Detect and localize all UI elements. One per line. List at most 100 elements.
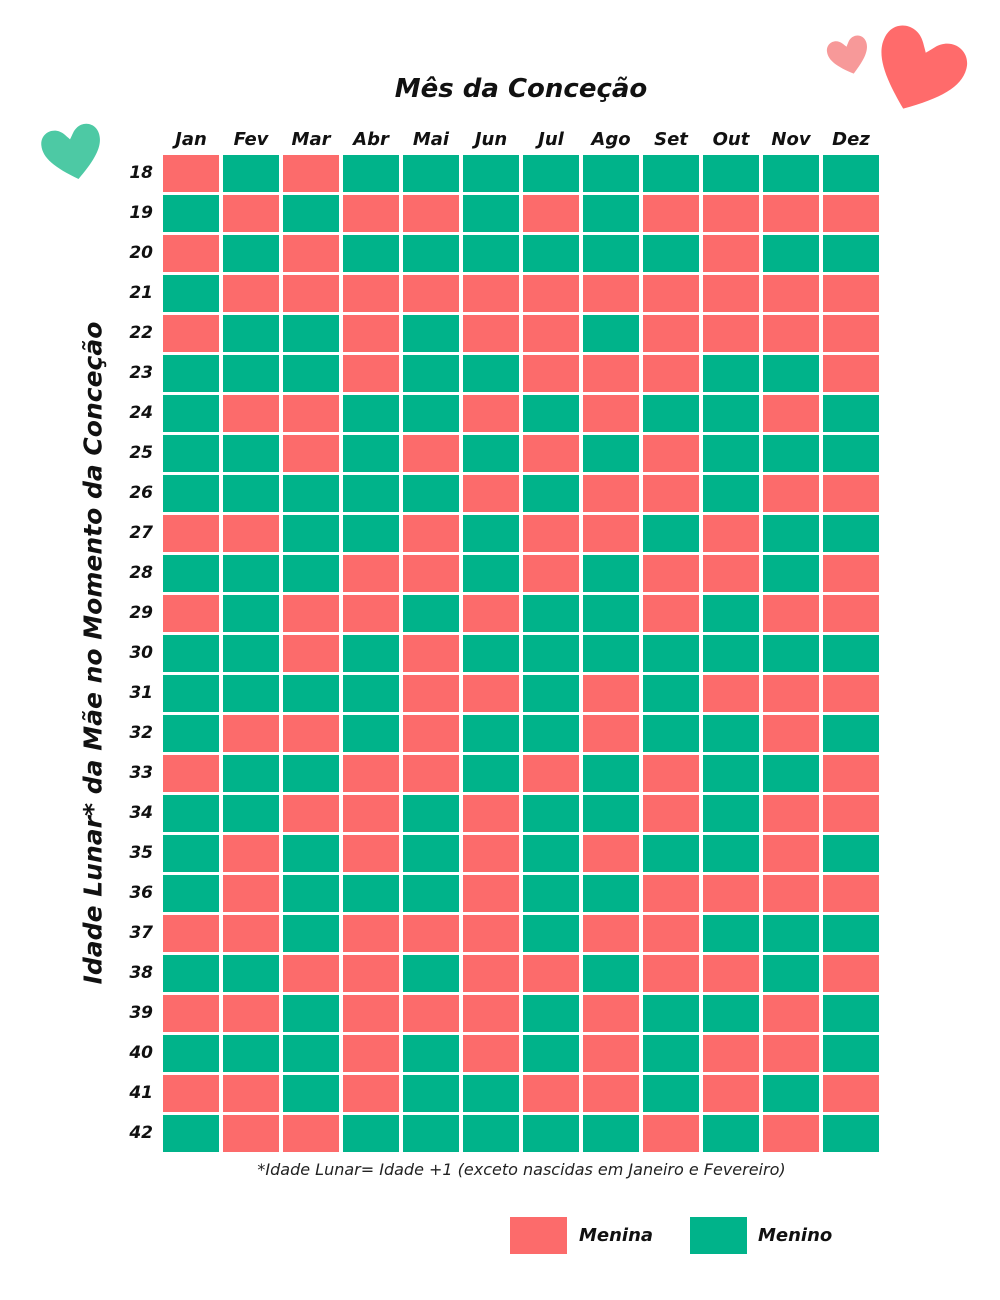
row-header-30: 30 — [129, 643, 153, 663]
chart-cell-36-set — [643, 875, 699, 912]
chart-cell-25-ago — [583, 435, 639, 472]
chart-cell-41-out — [703, 1075, 759, 1112]
chart-cell-31-jun — [463, 675, 519, 712]
column-header-dez: Dez — [832, 129, 870, 150]
chart-cell-40-abr — [343, 1035, 399, 1072]
chart-cell-33-abr — [343, 755, 399, 792]
row-header-24: 24 — [129, 403, 153, 423]
chart-cell-37-jan — [163, 915, 219, 952]
chart-cell-29-jul — [523, 595, 579, 632]
chart-cell-37-jul — [523, 915, 579, 952]
chart-cell-20-mar — [283, 235, 339, 272]
chart-cell-29-ago — [583, 595, 639, 632]
chart-cell-28-set — [643, 555, 699, 592]
chart-cell-22-jan — [163, 315, 219, 352]
chart-cell-19-nov — [763, 195, 819, 232]
chart-cell-31-dez — [823, 675, 879, 712]
chart-cell-27-jun — [463, 515, 519, 552]
column-header-fev: Fev — [233, 129, 269, 150]
chart-cell-24-dez — [823, 395, 879, 432]
chart-cell-18-nov — [763, 155, 819, 192]
chart-cell-34-mai — [403, 795, 459, 832]
column-header-jul: Jul — [538, 129, 564, 150]
chart-cell-23-mai — [403, 355, 459, 392]
chart-cell-24-ago — [583, 395, 639, 432]
chart-cell-20-set — [643, 235, 699, 272]
chart-cell-20-fev — [223, 235, 279, 272]
legend-swatch-menino — [690, 1217, 747, 1254]
chart-cell-21-abr — [343, 275, 399, 312]
chart-cell-41-nov — [763, 1075, 819, 1112]
chart-cell-40-mai — [403, 1035, 459, 1072]
chart-cell-19-abr — [343, 195, 399, 232]
chart-cell-38-jun — [463, 955, 519, 992]
row-header-22: 22 — [129, 323, 153, 343]
chart-cell-20-ago — [583, 235, 639, 272]
chart-cell-35-dez — [823, 835, 879, 872]
footnote: *Idade Lunar= Idade +1 (exceto nascidas … — [257, 1160, 786, 1179]
row-header-20: 20 — [129, 243, 153, 263]
chart-cell-23-jan — [163, 355, 219, 392]
chart-cell-21-set — [643, 275, 699, 312]
chart-cell-40-dez — [823, 1035, 879, 1072]
chart-cell-42-jan — [163, 1115, 219, 1152]
chart-cell-21-nov — [763, 275, 819, 312]
chart-cell-42-out — [703, 1115, 759, 1152]
chart-cell-23-out — [703, 355, 759, 392]
chart-cell-23-ago — [583, 355, 639, 392]
chart-cell-18-out — [703, 155, 759, 192]
chart-cell-25-jun — [463, 435, 519, 472]
chart-cell-32-fev — [223, 715, 279, 752]
chart-cell-42-ago — [583, 1115, 639, 1152]
chart-cell-38-jul — [523, 955, 579, 992]
chart-cell-26-mai — [403, 475, 459, 512]
chart-cell-20-mai — [403, 235, 459, 272]
chart-cell-41-mar — [283, 1075, 339, 1112]
chart-cell-28-jul — [523, 555, 579, 592]
chart-cell-36-dez — [823, 875, 879, 912]
chart-cell-34-set — [643, 795, 699, 832]
chart-cell-41-abr — [343, 1075, 399, 1112]
chart-cell-41-jan — [163, 1075, 219, 1112]
chart-cell-22-nov — [763, 315, 819, 352]
chart-cell-35-fev — [223, 835, 279, 872]
chart-cell-21-jan — [163, 275, 219, 312]
chart-cell-21-fev — [223, 275, 279, 312]
chart-cell-41-jun — [463, 1075, 519, 1112]
chart-cell-33-out — [703, 755, 759, 792]
chart-cell-27-mar — [283, 515, 339, 552]
chart-cell-35-mar — [283, 835, 339, 872]
chart-cell-22-jul — [523, 315, 579, 352]
chart-cell-27-abr — [343, 515, 399, 552]
chart-cell-39-fev — [223, 995, 279, 1032]
chart-cell-34-mar — [283, 795, 339, 832]
chart-cell-18-fev — [223, 155, 279, 192]
row-header-35: 35 — [129, 843, 153, 863]
chart-title: Mês da Conceção — [394, 74, 648, 104]
chart-cell-28-abr — [343, 555, 399, 592]
chart-cell-33-mai — [403, 755, 459, 792]
chart-cell-27-out — [703, 515, 759, 552]
chart-cell-22-jun — [463, 315, 519, 352]
chart-cell-39-jan — [163, 995, 219, 1032]
chart-cell-41-dez — [823, 1075, 879, 1112]
chart-cell-32-nov — [763, 715, 819, 752]
chart-cell-29-jan — [163, 595, 219, 632]
chart-cell-18-jun — [463, 155, 519, 192]
chart-cell-25-dez — [823, 435, 879, 472]
chart-cell-38-ago — [583, 955, 639, 992]
row-header-42: 42 — [129, 1123, 153, 1143]
chart-cell-24-mar — [283, 395, 339, 432]
chart-cell-27-mai — [403, 515, 459, 552]
chart-cell-37-jun — [463, 915, 519, 952]
chart-cell-38-mai — [403, 955, 459, 992]
chart-cell-31-ago — [583, 675, 639, 712]
chart-cell-21-ago — [583, 275, 639, 312]
chart-cell-30-mai — [403, 635, 459, 672]
chart-cell-39-jul — [523, 995, 579, 1032]
chart-cell-27-fev — [223, 515, 279, 552]
chart-cell-33-nov — [763, 755, 819, 792]
chart-cell-24-out — [703, 395, 759, 432]
chart-cell-40-nov — [763, 1035, 819, 1072]
y-axis-label: Idade Lunar* da Mãe no Momento da Conceç… — [78, 321, 108, 985]
